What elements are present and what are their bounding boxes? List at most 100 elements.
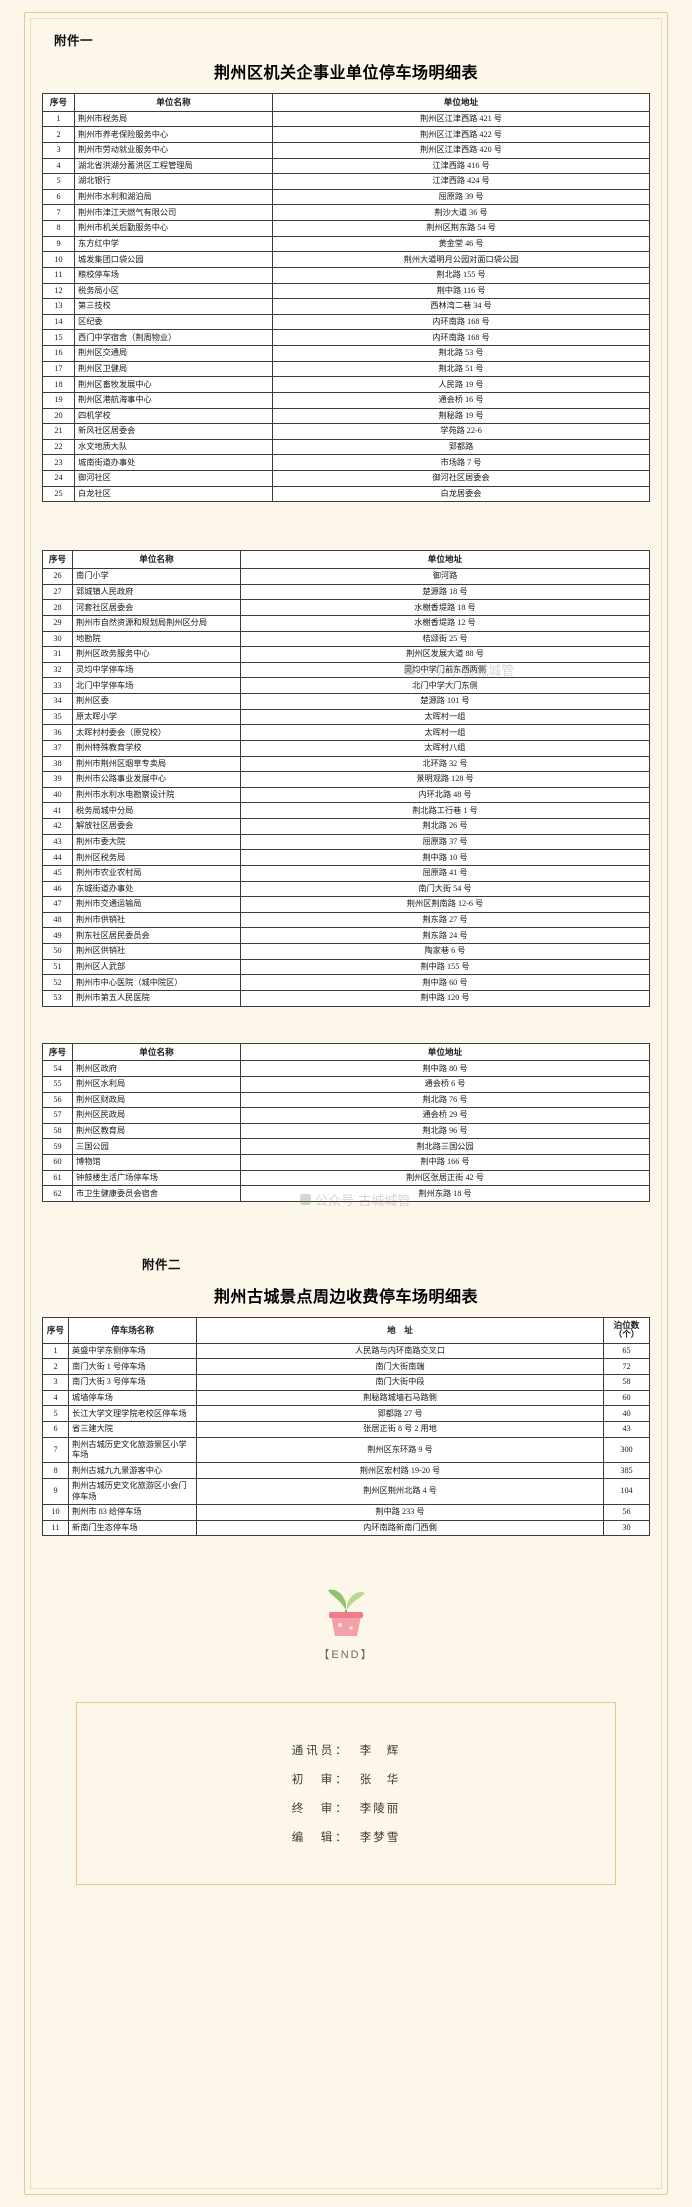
cell-index: 54	[42, 1060, 73, 1077]
table-row: 3 南门大街 3 号停车场 南门大街中段 58	[42, 1374, 650, 1391]
table-row: 10 城发集团口袋公园 荆州大道明月公园对面口袋公园	[42, 251, 650, 268]
cell-unit-address: 灵均中学门前东西两侧	[240, 661, 650, 679]
cell-unit-address: 荆中路 80 号	[240, 1060, 650, 1077]
cell-index: 18	[42, 376, 75, 393]
cell-index: 38	[42, 755, 73, 773]
table-row: 14 区纪委 内环南路 168 号	[42, 313, 650, 331]
cell-unit-name: 荆州区卫健局	[74, 360, 273, 378]
cell-unit-name: 御河社区	[74, 470, 273, 487]
appendix-one-title: 荆州区机关企事业单位停车场明细表	[213, 65, 478, 82]
credit-value: 李 辉	[359, 1745, 401, 1758]
cell-unit-address: 荆秘路 19 号	[272, 407, 650, 425]
cell-unit-address: 荆北路 96 号	[240, 1122, 650, 1140]
table-row: 20 四机学校 荆秘路 19 号	[42, 407, 650, 425]
table-row: 2 南门大街 1 号停车场 南门大街南端 72	[42, 1358, 650, 1376]
cell-unit-address: 御河社区居委会	[272, 470, 650, 487]
cell-unit-name: 水文地质大队	[74, 438, 273, 456]
table-row: 5 湖北银行 江津西路 424 号	[42, 173, 650, 190]
cell-unit-name: 城发集团口袋公园	[74, 251, 273, 268]
col-header-index: 序号	[42, 550, 73, 570]
cell-index: 31	[42, 646, 73, 663]
table-row: 4 城墙停车场 荆秘路城墙石马路側 60	[42, 1389, 650, 1407]
table-row: 22 水文地质大队 郢都路	[42, 438, 650, 456]
cell-unit-name: 荆州市第五人民医院	[72, 989, 241, 1007]
cell-unit-name: 荆州市自然资源和规划局荆州区分局	[72, 614, 241, 632]
cell-space-count: 60	[603, 1389, 650, 1407]
cell-unit-name: 三国公园	[72, 1138, 241, 1156]
table-row: 4 湖北省洪湖分蓄洪区工程管理局 江津西路 416 号	[42, 157, 650, 175]
cell-unit-name: 荆州区港航海事中心	[74, 391, 273, 409]
cell-address: 郢都路 27 号	[196, 1405, 604, 1422]
cell-index: 52	[42, 974, 73, 991]
cell-unit-address: 荆北路工行巷 1 号	[240, 802, 650, 820]
parking-table-part1: 序号 单位名称 单位地址 1 荆州市税务局 荆州区江津西路 421 号 2 荆州市养老保…	[42, 93, 650, 503]
cell-index: 20	[42, 407, 75, 425]
table-row: 46 东城街道办事处 南门大街 54 号	[42, 880, 650, 898]
cell-unit-name: 荆州市养老保险服务中心	[74, 126, 273, 143]
table-row: 35 原太晖小学 太晖村一组	[42, 708, 650, 726]
cell-index: 39	[42, 771, 73, 788]
table-row: 10 荆州市 83 给停车场 荆中路 233 号 56	[42, 1503, 650, 1521]
cell-unit-address: 荆州区荆南路 12-6 号	[240, 896, 650, 913]
table-row: 31 荆州区政务服务中心 荆州区发展大道 88 号	[42, 646, 650, 663]
cell-unit-address: 学苑路 22-6	[272, 423, 650, 440]
cell-unit-address: 南门大街 54 号	[240, 880, 650, 898]
table-body-appendix2: 1 英盛中学东侧停车场 人民路与内环南路交叉口 65 2 南门大街 1 号停车场 南门大街南…	[42, 1342, 650, 1537]
cell-unit-name: 粮校停车场	[74, 266, 273, 284]
cell-index: 7	[42, 204, 75, 222]
cell-space-count: 104	[603, 1478, 650, 1505]
cell-unit-address: 荆东路 24 号	[240, 927, 650, 945]
cell-index: 9	[42, 1478, 69, 1505]
credits-box: 通讯员： 李 辉初 审： 张 华终 审： 李陵丽编 辑： 李梦雪	[76, 1702, 616, 1886]
cell-index: 11	[42, 1519, 69, 1537]
spacer	[42, 1021, 650, 1043]
cell-index: 61	[42, 1169, 73, 1187]
cell-unit-address: 陶家巷 6 号	[240, 943, 650, 960]
table-wrap-part3: 序号 单位名称 单位地址 54 荆州区政府 荆中路 80 号 55 荆州区水利局 通会桥 …	[42, 1042, 650, 1202]
cell-address: 南门大街南端	[196, 1358, 604, 1376]
cell-unit-name: 荆州市水利水电勘察设计院	[72, 786, 241, 804]
cell-lot-name: 英盛中学东侧停车场	[68, 1342, 197, 1360]
cell-unit-address: 荆北路三国公园	[240, 1138, 650, 1156]
cell-space-count: 40	[603, 1405, 650, 1422]
cell-index: 58	[42, 1122, 73, 1140]
table-body-part3: 54 荆州区政府 荆中路 80 号 55 荆州区水利局 通会桥 6 号 56 荆州区财政局 荆北…	[42, 1060, 650, 1202]
credit-label: 通讯员：	[291, 1745, 350, 1758]
cell-index: 60	[42, 1154, 73, 1171]
cell-unit-address: 水榭香堤路 12 号	[240, 614, 650, 632]
cell-lot-name: 荆州古城九九景游客中心	[68, 1462, 197, 1480]
cell-unit-address: 通会桥 6 号	[240, 1075, 650, 1093]
col-header-lot-name: 停车场名称	[68, 1316, 197, 1344]
cell-unit-name: 税务局小区	[74, 282, 273, 300]
cell-unit-address: 西林湾二巷 34 号	[272, 298, 650, 315]
cell-unit-address: 江津西路 416 号	[272, 157, 650, 175]
cell-index: 28	[42, 599, 73, 616]
cell-index: 47	[42, 896, 73, 913]
scenic-parking-table: 序号 停车场名称 地 址 泊位数（个） 1 英盛中学东侧停车场 人民路与内环南路交叉…	[42, 1316, 650, 1537]
cell-index: 53	[42, 989, 73, 1007]
appendix-two-label: 附件二	[142, 1257, 182, 1272]
cell-unit-address: 荆北路 51 号	[272, 360, 650, 378]
credit-line: 初 审： 张 华	[77, 1771, 615, 1787]
cell-unit-name: 荆州市税务局	[74, 110, 273, 128]
cell-unit-name: 荆州市津江天燃气有限公司	[74, 204, 273, 222]
col-header-unit-name: 单位名称	[72, 1042, 241, 1062]
cell-unit-address: 荆州区江津西路 421 号	[272, 110, 650, 128]
table-row: 8 荆州古城九九景游客中心 荆州区宏村路 19-20 号 385	[42, 1462, 650, 1480]
cell-unit-name: 城南街道办事处	[74, 454, 273, 472]
table-row: 38 荆州市荆州区烟草专卖局 北环路 32 号	[42, 755, 650, 773]
cell-index: 6	[42, 1420, 69, 1438]
table-row: 39 荆州市公路事业发展中心 景明观路 128 号	[42, 771, 650, 788]
table-wrap-appendix2: 序号 停车场名称 地 址 泊位数（个） 1 英盛中学东侧停车场 人民路与内环南路交叉…	[42, 1316, 650, 1537]
table-row: 57 荆州区民政局 通会桥 29 号	[42, 1107, 650, 1124]
table-row: 23 城南街道办事处 市场路 7 号	[42, 454, 650, 472]
table-row: 49 荆东社区居民委员会 荆东路 24 号	[42, 927, 650, 945]
table-row: 24 御河社区 御河社区居委会	[42, 470, 650, 487]
cell-unit-address: 荆北路 76 号	[240, 1091, 650, 1109]
table-row: 27 郢城镇人民政府 楚源路 18 号	[42, 583, 650, 601]
cell-unit-address: 通会桥 29 号	[240, 1107, 650, 1124]
cell-address: 荆州区东环路 9 号	[196, 1436, 604, 1464]
col-header-unit-address: 单位地址	[240, 1042, 650, 1062]
table-row: 18 荆州区畜牧发展中心 人民路 19 号	[42, 376, 650, 393]
